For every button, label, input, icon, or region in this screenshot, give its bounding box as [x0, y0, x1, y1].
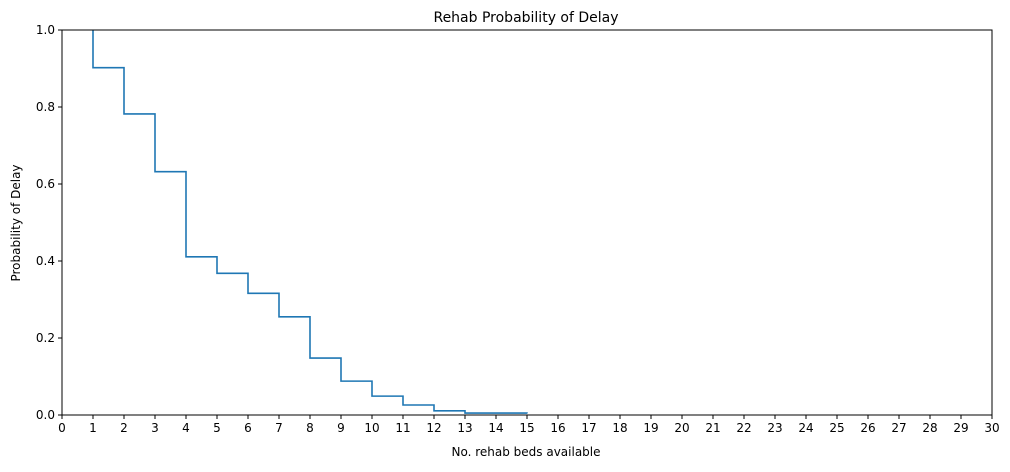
x-tick-label: 24: [798, 421, 813, 435]
chart-title: Rehab Probability of Delay: [433, 10, 618, 26]
x-axis-label: No. rehab beds available: [451, 445, 600, 459]
x-tick-label: 7: [275, 421, 283, 435]
x-tick-label: 15: [519, 421, 534, 435]
x-tick-label: 28: [922, 421, 937, 435]
x-tick-label: 16: [550, 421, 565, 435]
x-tick-label: 11: [395, 421, 410, 435]
x-tick-label: 21: [705, 421, 720, 435]
x-tick-label: 0: [58, 421, 66, 435]
series-line-probability-of-delay: [92, 30, 528, 414]
x-tick-label: 9: [337, 421, 345, 435]
x-tick-label: 30: [984, 421, 999, 435]
x-tick-label: 23: [767, 421, 782, 435]
x-tick-label: 10: [364, 421, 379, 435]
y-tick-label: 0.4: [36, 254, 55, 268]
y-tick-label: 0.2: [36, 331, 55, 345]
x-tick-label: 1: [89, 421, 97, 435]
x-tick-label: 26: [860, 421, 875, 435]
x-tick-label: 5: [213, 421, 221, 435]
x-tick-label: 17: [581, 421, 596, 435]
y-tick-label: 0.8: [36, 100, 55, 114]
x-tick-label: 29: [953, 421, 968, 435]
x-tick-label: 14: [488, 421, 503, 435]
x-tick-label: 18: [612, 421, 627, 435]
x-tick-label: 13: [457, 421, 472, 435]
x-tick-label: 2: [120, 421, 128, 435]
x-tick-label: 3: [151, 421, 159, 435]
x-tick-label: 6: [244, 421, 252, 435]
x-tick-label: 12: [426, 421, 441, 435]
x-tick-label: 8: [306, 421, 314, 435]
axes-frame: [61, 29, 993, 416]
x-tick-label: 19: [643, 421, 658, 435]
y-tick-label: 0.6: [36, 177, 55, 191]
x-tick-label: 22: [736, 421, 751, 435]
x-tick-label: 27: [891, 421, 906, 435]
x-tick-label: 25: [829, 421, 844, 435]
x-tick-label: 4: [182, 421, 190, 435]
x-tick-label: 20: [674, 421, 689, 435]
plot-area: 0 1 2 3 4 5 6 7 8 9 10 11 12 13 14 15 16 17 18 19 20 21 22 23 24…: [36, 23, 1000, 435]
y-tick-label: 1.0: [36, 23, 55, 37]
y-axis-label: Probability of Delay: [9, 164, 23, 281]
y-tick-label: 0.0: [36, 408, 55, 422]
